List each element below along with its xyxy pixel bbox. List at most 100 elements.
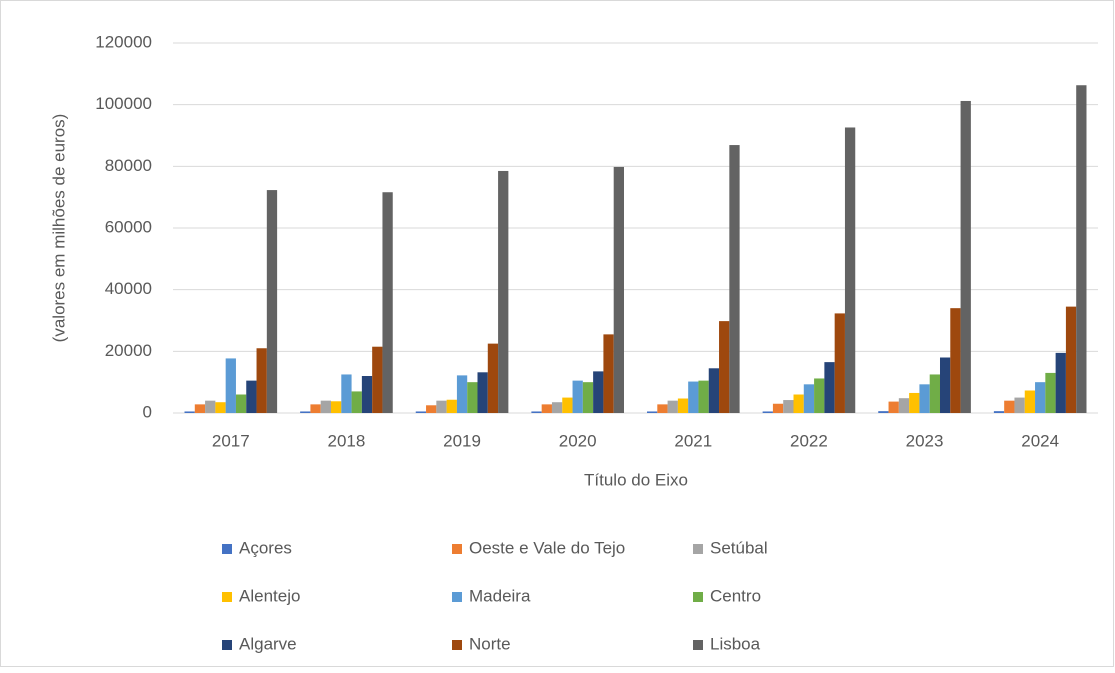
bar bbox=[950, 308, 961, 413]
bar bbox=[793, 394, 804, 413]
bar bbox=[582, 382, 594, 413]
legend-swatch bbox=[222, 592, 232, 602]
bar bbox=[719, 321, 730, 413]
bar bbox=[456, 375, 468, 413]
bar bbox=[667, 400, 678, 413]
bar bbox=[361, 376, 373, 413]
x-tick-label: 2021 bbox=[674, 431, 712, 450]
bar bbox=[772, 403, 784, 413]
bar bbox=[878, 411, 889, 413]
y-tick-label: 60000 bbox=[105, 217, 152, 236]
legend-label: Centro bbox=[710, 586, 761, 605]
bar bbox=[225, 358, 236, 413]
bar bbox=[603, 334, 614, 413]
legend-label: Madeira bbox=[469, 586, 531, 605]
bar bbox=[919, 384, 930, 413]
bar bbox=[1004, 400, 1015, 413]
y-axis-title: (valores em milhões de euros) bbox=[49, 114, 68, 343]
legend-swatch bbox=[452, 640, 462, 650]
legend-swatch bbox=[452, 592, 462, 602]
bar bbox=[1024, 390, 1036, 413]
bar bbox=[436, 400, 447, 413]
x-tick-label: 2019 bbox=[443, 431, 481, 450]
bar bbox=[844, 127, 856, 413]
bar bbox=[467, 382, 478, 413]
y-tick-label: 40000 bbox=[105, 279, 152, 298]
bar bbox=[929, 374, 940, 413]
bar bbox=[382, 192, 393, 413]
bar bbox=[351, 391, 362, 413]
bar bbox=[888, 401, 899, 413]
legend-label: Lisboa bbox=[710, 634, 761, 653]
bar bbox=[184, 411, 195, 413]
y-tick-label: 20000 bbox=[105, 341, 152, 360]
legend-swatch bbox=[452, 544, 462, 554]
x-tick-label: 2018 bbox=[328, 431, 366, 450]
bar bbox=[446, 399, 457, 413]
bar bbox=[1035, 382, 1046, 413]
bar bbox=[708, 368, 720, 413]
bar bbox=[647, 411, 658, 413]
bar bbox=[613, 166, 624, 413]
bar bbox=[372, 346, 383, 413]
bar bbox=[1055, 352, 1066, 413]
bar bbox=[729, 145, 740, 413]
bar bbox=[562, 397, 573, 413]
bar bbox=[310, 404, 321, 413]
bar bbox=[993, 411, 1005, 413]
bar bbox=[487, 343, 499, 413]
bar bbox=[762, 411, 773, 413]
bar bbox=[531, 411, 542, 413]
legend-label: Açores bbox=[239, 538, 292, 557]
legend-swatch bbox=[693, 640, 703, 650]
x-tick-label: 2024 bbox=[1021, 431, 1059, 450]
legend-label: Algarve bbox=[239, 634, 297, 653]
y-tick-label: 120000 bbox=[95, 32, 152, 51]
bar bbox=[593, 371, 604, 413]
legend-swatch bbox=[222, 544, 232, 554]
bar bbox=[341, 374, 352, 413]
legend-label: Oeste e Vale do Tejo bbox=[469, 538, 625, 557]
bar bbox=[551, 402, 563, 413]
y-tick-label: 80000 bbox=[105, 156, 152, 175]
bar bbox=[320, 400, 332, 413]
bar bbox=[205, 400, 216, 413]
legend-label: Setúbal bbox=[710, 538, 768, 557]
bar bbox=[898, 398, 910, 413]
bar bbox=[677, 398, 689, 413]
x-tick-label: 2017 bbox=[212, 431, 250, 450]
bar bbox=[194, 404, 206, 413]
bar bbox=[814, 378, 825, 413]
legend-swatch bbox=[222, 640, 232, 650]
bar bbox=[960, 100, 971, 413]
bar bbox=[300, 411, 311, 413]
bar bbox=[246, 380, 257, 413]
bar bbox=[477, 372, 488, 413]
x-axis-title: Título do Eixo bbox=[584, 470, 688, 489]
bar bbox=[331, 401, 342, 413]
bar bbox=[1065, 306, 1077, 413]
bar bbox=[256, 348, 267, 413]
bar bbox=[1076, 85, 1087, 413]
bar bbox=[909, 392, 920, 413]
bar bbox=[266, 190, 278, 413]
y-tick-label: 100000 bbox=[95, 94, 152, 113]
bar bbox=[834, 313, 845, 413]
bar bbox=[1045, 372, 1056, 413]
bar bbox=[572, 380, 583, 413]
bar bbox=[426, 405, 437, 413]
bar bbox=[783, 400, 794, 413]
bar bbox=[803, 384, 815, 413]
bar bbox=[657, 404, 668, 413]
legend-label: Alentejo bbox=[239, 586, 300, 605]
bar bbox=[498, 170, 509, 413]
x-tick-label: 2022 bbox=[790, 431, 828, 450]
bar bbox=[415, 411, 427, 413]
bar bbox=[688, 381, 699, 413]
x-tick-label: 2023 bbox=[906, 431, 944, 450]
bar bbox=[215, 402, 226, 413]
legend-label: Norte bbox=[469, 634, 511, 653]
bar bbox=[939, 357, 951, 413]
